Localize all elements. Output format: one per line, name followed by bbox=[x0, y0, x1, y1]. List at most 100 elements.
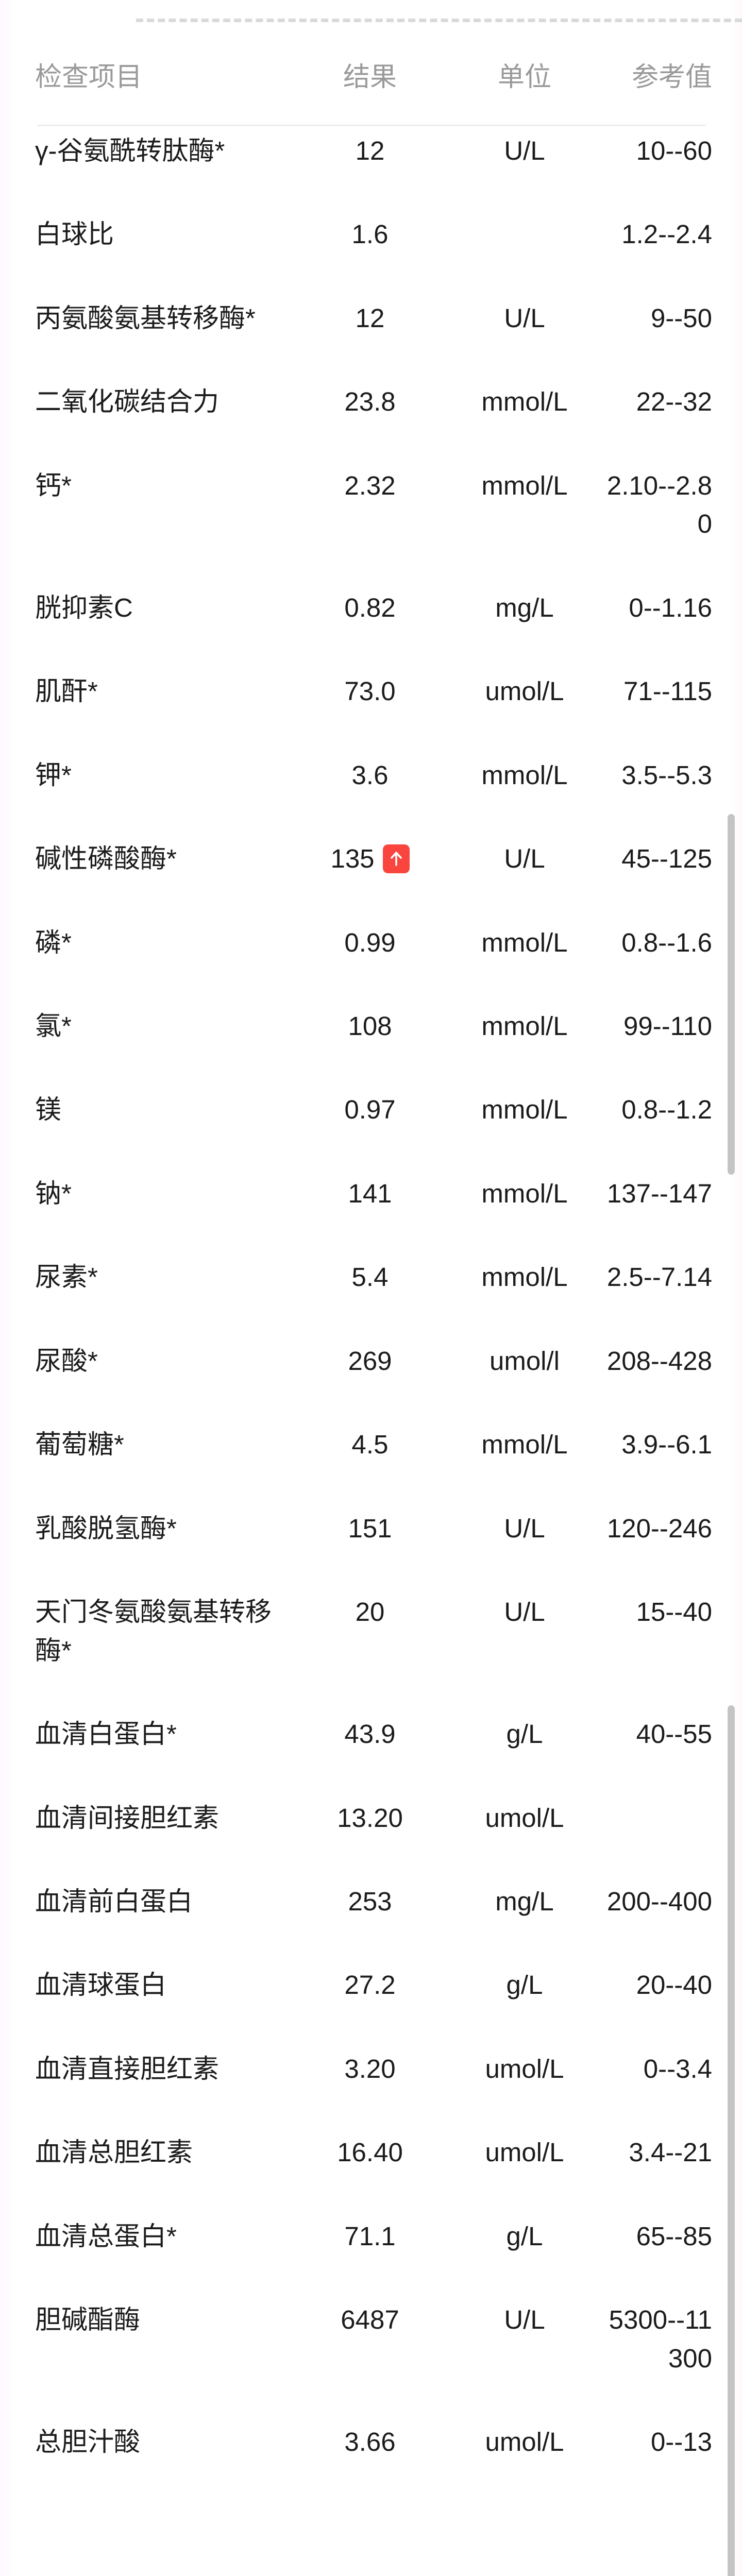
test-result-value: 43.9 bbox=[344, 1719, 396, 1749]
test-item-name: 血清间接胆红素 bbox=[35, 1803, 220, 1833]
table-row[interactable]: 血清白蛋白* 43.9 g/L 40--55 bbox=[0, 1692, 742, 1776]
test-result-value: 253 bbox=[348, 1886, 392, 1916]
test-reference-range: 0.8--1.2 bbox=[621, 1095, 712, 1125]
table-row[interactable]: 胆碱酯酶 6487 U/L 5300--11300 bbox=[0, 2278, 742, 2400]
table-row[interactable]: 天门冬氨酸氨基转移酶* 20 U/L 15--40 bbox=[0, 1570, 742, 1692]
table-row[interactable]: 磷* 0.99 mmol/L 0.8--1.6 bbox=[0, 901, 742, 985]
test-reference-range: 2.10--2.80 bbox=[606, 470, 712, 539]
table-row[interactable]: 血清总蛋白* 71.1 g/L 65--85 bbox=[0, 2195, 742, 2278]
table-row[interactable]: 血清球蛋白 27.2 g/L 20--40 bbox=[0, 1943, 742, 2027]
scrollbar-thumb-lower[interactable] bbox=[728, 1705, 735, 2576]
test-result-cell: 141 bbox=[293, 1175, 447, 1213]
table-row[interactable]: 丙氨酸氨基转移酶* 12 U/L 9--50 bbox=[0, 277, 742, 360]
test-result-cell: 43.9 bbox=[293, 1715, 447, 1753]
test-item-name: 钾* bbox=[35, 760, 72, 790]
test-item-name: 镁 bbox=[35, 1095, 62, 1125]
test-result-cell: 16.40 bbox=[293, 2133, 447, 2172]
test-reference-range: 0--3.4 bbox=[643, 2054, 712, 2083]
test-item-name: 血清总蛋白* bbox=[35, 2221, 177, 2251]
scrollbar-thumb-upper[interactable] bbox=[728, 814, 735, 1175]
table-row[interactable]: 碱性磷酸酶* 135 U/L 45--125 bbox=[0, 817, 742, 901]
test-reference-range: 0--1.16 bbox=[629, 592, 712, 622]
table-row[interactable]: 白球比 1.6 1.2--2.4 bbox=[0, 193, 742, 276]
test-reference-range: 120--246 bbox=[606, 1513, 712, 1543]
test-unit: U/L bbox=[504, 844, 545, 874]
top-dashed-divider bbox=[136, 19, 742, 22]
test-reference-range: 9--50 bbox=[650, 303, 712, 333]
test-reference-range: 0.8--1.6 bbox=[621, 927, 712, 957]
test-item-name: 尿素* bbox=[35, 1262, 98, 1292]
test-item-name: 胆碱酯酶 bbox=[35, 2305, 141, 2335]
test-reference-range: 5300--11300 bbox=[609, 2305, 712, 2373]
table-row[interactable]: 钠* 141 mmol/L 137--147 bbox=[0, 1152, 742, 1235]
table-row[interactable]: 尿酸* 269 umol/l 208--428 bbox=[0, 1319, 742, 1403]
test-item-name: 碱性磷酸酶* bbox=[35, 844, 177, 874]
table-row[interactable]: 钙* 2.32 mmol/L 2.10--2.80 bbox=[0, 444, 742, 566]
test-unit: U/L bbox=[504, 303, 545, 333]
test-reference-range: 22--32 bbox=[636, 387, 712, 417]
test-result-value: 135 bbox=[330, 844, 375, 874]
test-unit: mmol/L bbox=[481, 1430, 568, 1460]
test-item-name: 天门冬氨酸氨基转移酶* bbox=[35, 1597, 272, 1665]
test-result-value: 6487 bbox=[341, 2305, 399, 2335]
test-result-value: 0.82 bbox=[344, 592, 396, 622]
test-result-value: 151 bbox=[348, 1513, 392, 1543]
test-result-cell: 3.66 bbox=[293, 2423, 447, 2461]
table-row[interactable]: γ-谷氨酰转肽酶* 12 U/L 10--60 bbox=[0, 109, 742, 193]
test-unit: mmol/L bbox=[481, 1095, 568, 1125]
test-reference-range: 3.5--5.3 bbox=[621, 760, 712, 790]
test-result-value: 3.20 bbox=[344, 2054, 396, 2083]
table-row[interactable]: 血清间接胆红素 13.20 umol/L bbox=[0, 1776, 742, 1860]
table-row[interactable]: 镁 0.97 mmol/L 0.8--1.2 bbox=[0, 1068, 742, 1151]
test-item-name: 白球比 bbox=[35, 219, 114, 249]
test-result-cell: 151 bbox=[293, 1510, 447, 1548]
test-result-value: 0.97 bbox=[344, 1095, 396, 1125]
scrollbar-track[interactable] bbox=[728, 0, 738, 2576]
test-item-name: 总胆汁酸 bbox=[35, 2427, 141, 2457]
test-unit: umol/L bbox=[485, 2054, 564, 2083]
test-unit: U/L bbox=[504, 2305, 545, 2335]
test-result-value: 73.0 bbox=[344, 676, 396, 706]
column-header-result: 结果 bbox=[343, 62, 397, 92]
test-unit: umol/l bbox=[489, 1346, 560, 1376]
test-reference-range: 65--85 bbox=[636, 2221, 712, 2251]
table-row[interactable]: 氯* 108 mmol/L 99--110 bbox=[0, 985, 742, 1068]
table-row[interactable]: 尿素* 5.4 mmol/L 2.5--7.14 bbox=[0, 1235, 742, 1319]
table-row[interactable]: 血清前白蛋白 253 mg/L 200--400 bbox=[0, 1860, 742, 1943]
test-unit: U/L bbox=[504, 136, 545, 165]
table-row[interactable]: 血清直接胆红素 3.20 umol/L 0--3.4 bbox=[0, 2027, 742, 2111]
test-unit: umol/L bbox=[485, 676, 564, 706]
test-reference-range: 1.2--2.4 bbox=[621, 219, 712, 249]
lab-results-table: 检查项目 结果 单位 参考值 γ-谷氨酰转肽酶* 12 U/L 10--60 白球比 1.… bbox=[0, 62, 742, 2484]
table-row[interactable]: 乳酸脱氢酶* 151 U/L 120--246 bbox=[0, 1487, 742, 1570]
table-row[interactable]: 总胆汁酸 3.66 umol/L 0--13 bbox=[0, 2400, 742, 2484]
column-header-reference: 参考值 bbox=[631, 62, 712, 92]
test-result-cell: 6487 bbox=[293, 2301, 447, 2339]
test-item-name: 氯* bbox=[35, 1011, 72, 1041]
test-result-cell: 27.2 bbox=[293, 1966, 447, 2004]
test-result-value: 108 bbox=[348, 1011, 392, 1041]
test-reference-range: 20--40 bbox=[636, 1970, 712, 2000]
table-row[interactable]: 二氧化碳结合力 23.8 mmol/L 22--32 bbox=[0, 360, 742, 444]
table-row[interactable]: 胱抑素C 0.82 mg/L 0--1.16 bbox=[0, 566, 742, 650]
test-result-cell: 2.32 bbox=[293, 467, 447, 505]
table-body: γ-谷氨酰转肽酶* 12 U/L 10--60 白球比 1.6 1.2--2.4 丙氨酸氨基转… bbox=[0, 109, 742, 2484]
table-row[interactable]: 血清总胆红素 16.40 umol/L 3.4--21 bbox=[0, 2111, 742, 2194]
test-unit: mmol/L bbox=[481, 1178, 568, 1208]
test-item-name: 乳酸脱氢酶* bbox=[35, 1513, 177, 1543]
test-result-cell: 253 bbox=[293, 1883, 447, 1921]
test-reference-range: 2.5--7.14 bbox=[606, 1262, 712, 1292]
test-result-value: 0.99 bbox=[344, 927, 396, 957]
table-row[interactable]: 葡萄糖* 4.5 mmol/L 3.9--6.1 bbox=[0, 1403, 742, 1486]
test-result-cell: 4.5 bbox=[293, 1426, 447, 1464]
table-row[interactable]: 钾* 3.6 mmol/L 3.5--5.3 bbox=[0, 734, 742, 817]
test-result-cell: 108 bbox=[293, 1007, 447, 1045]
test-reference-range: 200--400 bbox=[606, 1886, 712, 1916]
test-result-cell: 3.20 bbox=[293, 2050, 447, 2088]
column-header-test-item: 检查项目 bbox=[35, 62, 143, 92]
table-row[interactable]: 肌酐* 73.0 umol/L 71--115 bbox=[0, 650, 742, 733]
test-result-value: 5.4 bbox=[351, 1262, 389, 1292]
test-result-value: 16.40 bbox=[337, 2138, 403, 2167]
test-item-name: 尿酸* bbox=[35, 1346, 98, 1376]
